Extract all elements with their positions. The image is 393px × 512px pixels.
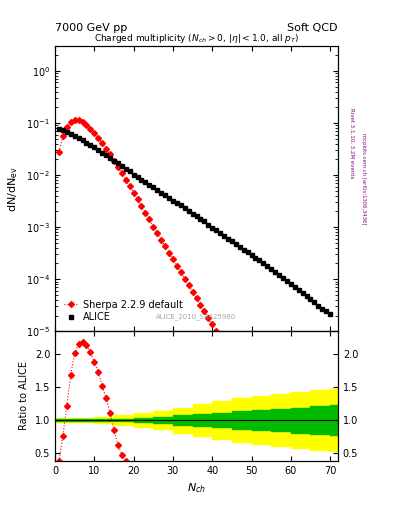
Sherpa 2.2.9 default	[210, 322, 215, 328]
ALICE	[139, 177, 144, 183]
ALICE	[206, 222, 211, 228]
Sherpa 2.2.9 default	[123, 177, 128, 183]
Text: mcplots.cern.ch [arXiv:1306.3436]: mcplots.cern.ch [arXiv:1306.3436]	[361, 134, 366, 225]
Sherpa 2.2.9 default	[96, 135, 101, 141]
ALICE	[328, 311, 332, 317]
Title: Charged multiplicity ($N_{ch} > 0$, $|\eta| < 1.0$, all $p_T$): Charged multiplicity ($N_{ch} > 0$, $|\e…	[94, 32, 299, 45]
Sherpa 2.2.9 default	[288, 451, 293, 457]
Y-axis label: dN/dN$_\mathrm{ev}$: dN/dN$_\mathrm{ev}$	[7, 166, 20, 211]
Text: 7000 GeV pp: 7000 GeV pp	[55, 23, 127, 33]
ALICE	[285, 278, 289, 284]
ALICE	[57, 126, 61, 133]
Text: Soft QCD: Soft QCD	[288, 23, 338, 33]
Text: Rivet 3.1.10, 3.2M events: Rivet 3.1.10, 3.2M events	[349, 108, 354, 179]
ALICE	[288, 281, 293, 287]
Sherpa 2.2.9 default	[292, 458, 297, 464]
ALICE	[119, 163, 124, 169]
Text: ALICE_2010_S8625980: ALICE_2010_S8625980	[156, 313, 237, 320]
Y-axis label: Ratio to ALICE: Ratio to ALICE	[19, 361, 29, 431]
Line: ALICE: ALICE	[57, 127, 332, 317]
X-axis label: $N_{ch}$: $N_{ch}$	[187, 481, 206, 495]
Sherpa 2.2.9 default	[143, 209, 148, 216]
Legend: Sherpa 2.2.9 default, ALICE: Sherpa 2.2.9 default, ALICE	[60, 295, 187, 326]
Line: Sherpa 2.2.9 default: Sherpa 2.2.9 default	[57, 118, 332, 512]
Sherpa 2.2.9 default	[57, 148, 61, 155]
Sherpa 2.2.9 default	[72, 117, 77, 123]
ALICE	[127, 168, 132, 174]
